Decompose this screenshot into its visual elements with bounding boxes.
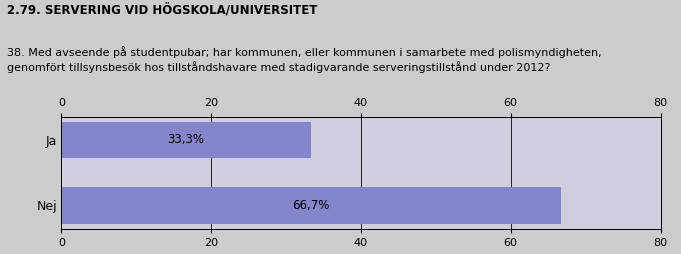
Text: 66,7%: 66,7% <box>292 199 330 212</box>
Text: 38. Med avseende på studentpubar; har kommunen, eller kommunen i samarbete med p: 38. Med avseende på studentpubar; har ko… <box>7 46 601 73</box>
Text: 2.79. SERVERING VID HÖGSKOLA/UNIVERSITET: 2.79. SERVERING VID HÖGSKOLA/UNIVERSITET <box>7 3 317 16</box>
Bar <box>61 122 311 158</box>
Bar <box>61 187 561 224</box>
Text: 33,3%: 33,3% <box>168 133 204 147</box>
